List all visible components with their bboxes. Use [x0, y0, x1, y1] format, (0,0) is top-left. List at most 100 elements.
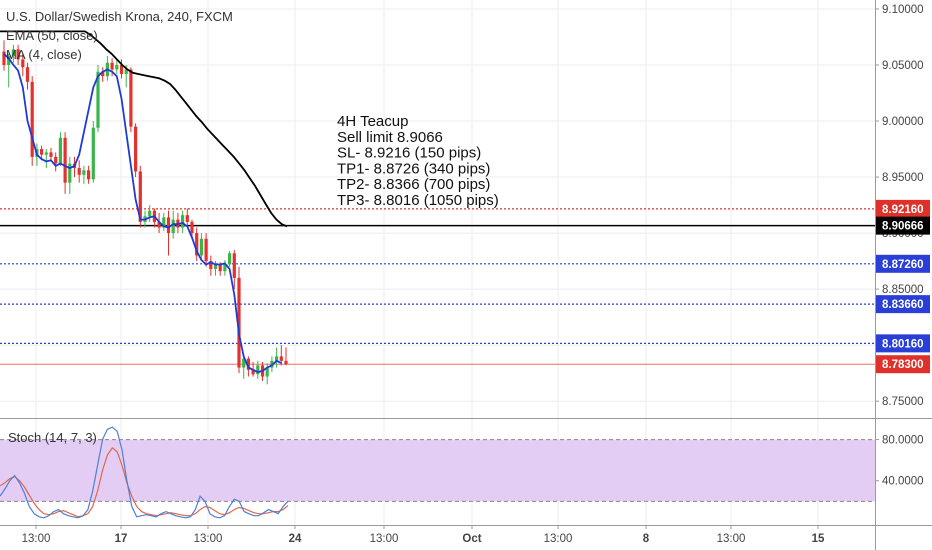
annotation-line: TP2- 8.8366 (700 pips)	[337, 176, 490, 193]
candle[interactable]	[11, 44, 15, 63]
level-tag-tp3: 8.80160	[876, 334, 930, 353]
candle-body	[91, 127, 95, 180]
candle[interactable]	[101, 67, 105, 82]
price-levels	[0, 208, 875, 365]
candle-body	[204, 238, 208, 262]
candle[interactable]	[256, 360, 260, 379]
candle[interactable]	[110, 58, 114, 77]
candle[interactable]	[49, 147, 53, 161]
candle[interactable]	[209, 255, 213, 276]
level-tag-label: 8.83660	[882, 299, 924, 311]
price-tick-label: 8.75000	[882, 396, 924, 408]
candle-body	[110, 62, 114, 70]
grid	[0, 0, 875, 525]
candle[interactable]	[284, 347, 288, 366]
candle[interactable]	[204, 233, 208, 267]
candle-body	[87, 170, 91, 180]
candle[interactable]	[185, 208, 189, 228]
candle[interactable]	[68, 156, 72, 194]
candle-body	[223, 264, 227, 272]
candle[interactable]	[232, 249, 236, 290]
price-tick-label: 9.00000	[882, 116, 924, 128]
time-tick-label: 24	[289, 533, 302, 545]
stochastic-d-line	[0, 446, 289, 518]
candle[interactable]	[134, 123, 138, 178]
candle-body	[213, 264, 218, 269]
candle-body	[25, 67, 30, 82]
candle-body	[54, 156, 58, 164]
candle[interactable]	[2, 40, 6, 71]
level-tag-label: 8.92160	[882, 204, 924, 216]
candle[interactable]	[166, 210, 171, 256]
candle-body	[195, 233, 199, 256]
candle[interactable]	[40, 145, 44, 161]
candle-body	[284, 360, 288, 365]
candle[interactable]	[82, 165, 86, 184]
candle-body	[185, 215, 189, 222]
candle[interactable]	[223, 259, 227, 276]
level-tag-label: 8.78300	[882, 359, 924, 371]
candle[interactable]	[129, 67, 133, 133]
candle-body	[49, 152, 53, 157]
candle-body	[157, 221, 161, 228]
candle-body	[2, 51, 6, 65]
stochastic-axis[interactable]: 80.0000 40.0000	[875, 435, 924, 488]
stochastic-legend: Stoch (14, 7, 3)	[8, 430, 97, 445]
candle[interactable]	[279, 345, 283, 366]
candlesticks[interactable]	[2, 40, 288, 385]
time-tick-label: 17	[115, 533, 128, 545]
candle-body	[199, 238, 203, 256]
stochastic-k-line	[0, 426, 289, 519]
time-axis[interactable]: 13:00 17 13:00 24 13:00 Oct 13:00 8 13:00 15	[22, 525, 825, 545]
candle[interactable]	[162, 212, 166, 231]
candle[interactable]	[16, 44, 20, 65]
candle[interactable]	[21, 53, 25, 77]
candle[interactable]	[275, 347, 279, 368]
candle-body	[40, 149, 44, 155]
ma-4-line	[3, 53, 282, 374]
candle-body	[181, 215, 185, 228]
candle[interactable]	[199, 233, 203, 262]
candle[interactable]	[181, 210, 185, 234]
price-tick-label: 8.95000	[882, 172, 924, 184]
candle[interactable]	[91, 121, 95, 183]
candle-body	[209, 261, 213, 269]
ema-legend: EMA (50, close)	[6, 28, 98, 43]
level-tag-bg	[876, 254, 930, 273]
candle-body	[129, 69, 133, 127]
level-tag-last-price: 8.78300	[876, 355, 930, 374]
candle[interactable]	[119, 59, 124, 79]
annotation-line: Sell limit 8.9066	[337, 129, 443, 146]
candle[interactable]	[77, 160, 81, 183]
time-tick-label: 13:00	[194, 533, 223, 545]
candle-body	[256, 365, 260, 375]
candle[interactable]	[58, 132, 62, 166]
candle-body	[119, 64, 124, 74]
candle[interactable]	[148, 205, 152, 222]
candle[interactable]	[195, 227, 199, 262]
candle[interactable]	[25, 62, 30, 90]
candle[interactable]	[63, 132, 67, 194]
time-tick-label: 15	[812, 533, 825, 545]
candle[interactable]	[115, 59, 119, 74]
candle-body	[134, 126, 138, 172]
candle[interactable]	[228, 251, 232, 267]
candle[interactable]	[30, 76, 34, 166]
candle[interactable]	[105, 56, 109, 81]
candle[interactable]	[87, 165, 91, 184]
candle[interactable]	[44, 149, 48, 169]
price-tick-label: 9.10000	[882, 4, 924, 16]
candle[interactable]	[237, 266, 241, 374]
stochastic-reference-lines	[0, 439, 875, 502]
candle-body	[11, 49, 15, 57]
annotation-line: SL- 8.9216 (150 pips)	[337, 145, 481, 162]
candle-body	[275, 356, 279, 361]
level-tag-label: 8.87260	[882, 259, 924, 271]
candle[interactable]	[54, 152, 58, 172]
level-tag-bg	[876, 355, 930, 374]
candle-body	[96, 71, 100, 128]
price-level-tags: 8.92160 8.90666 8.87260 8.83660 8.80160 8.783…	[876, 199, 930, 374]
candle-body	[228, 253, 232, 265]
